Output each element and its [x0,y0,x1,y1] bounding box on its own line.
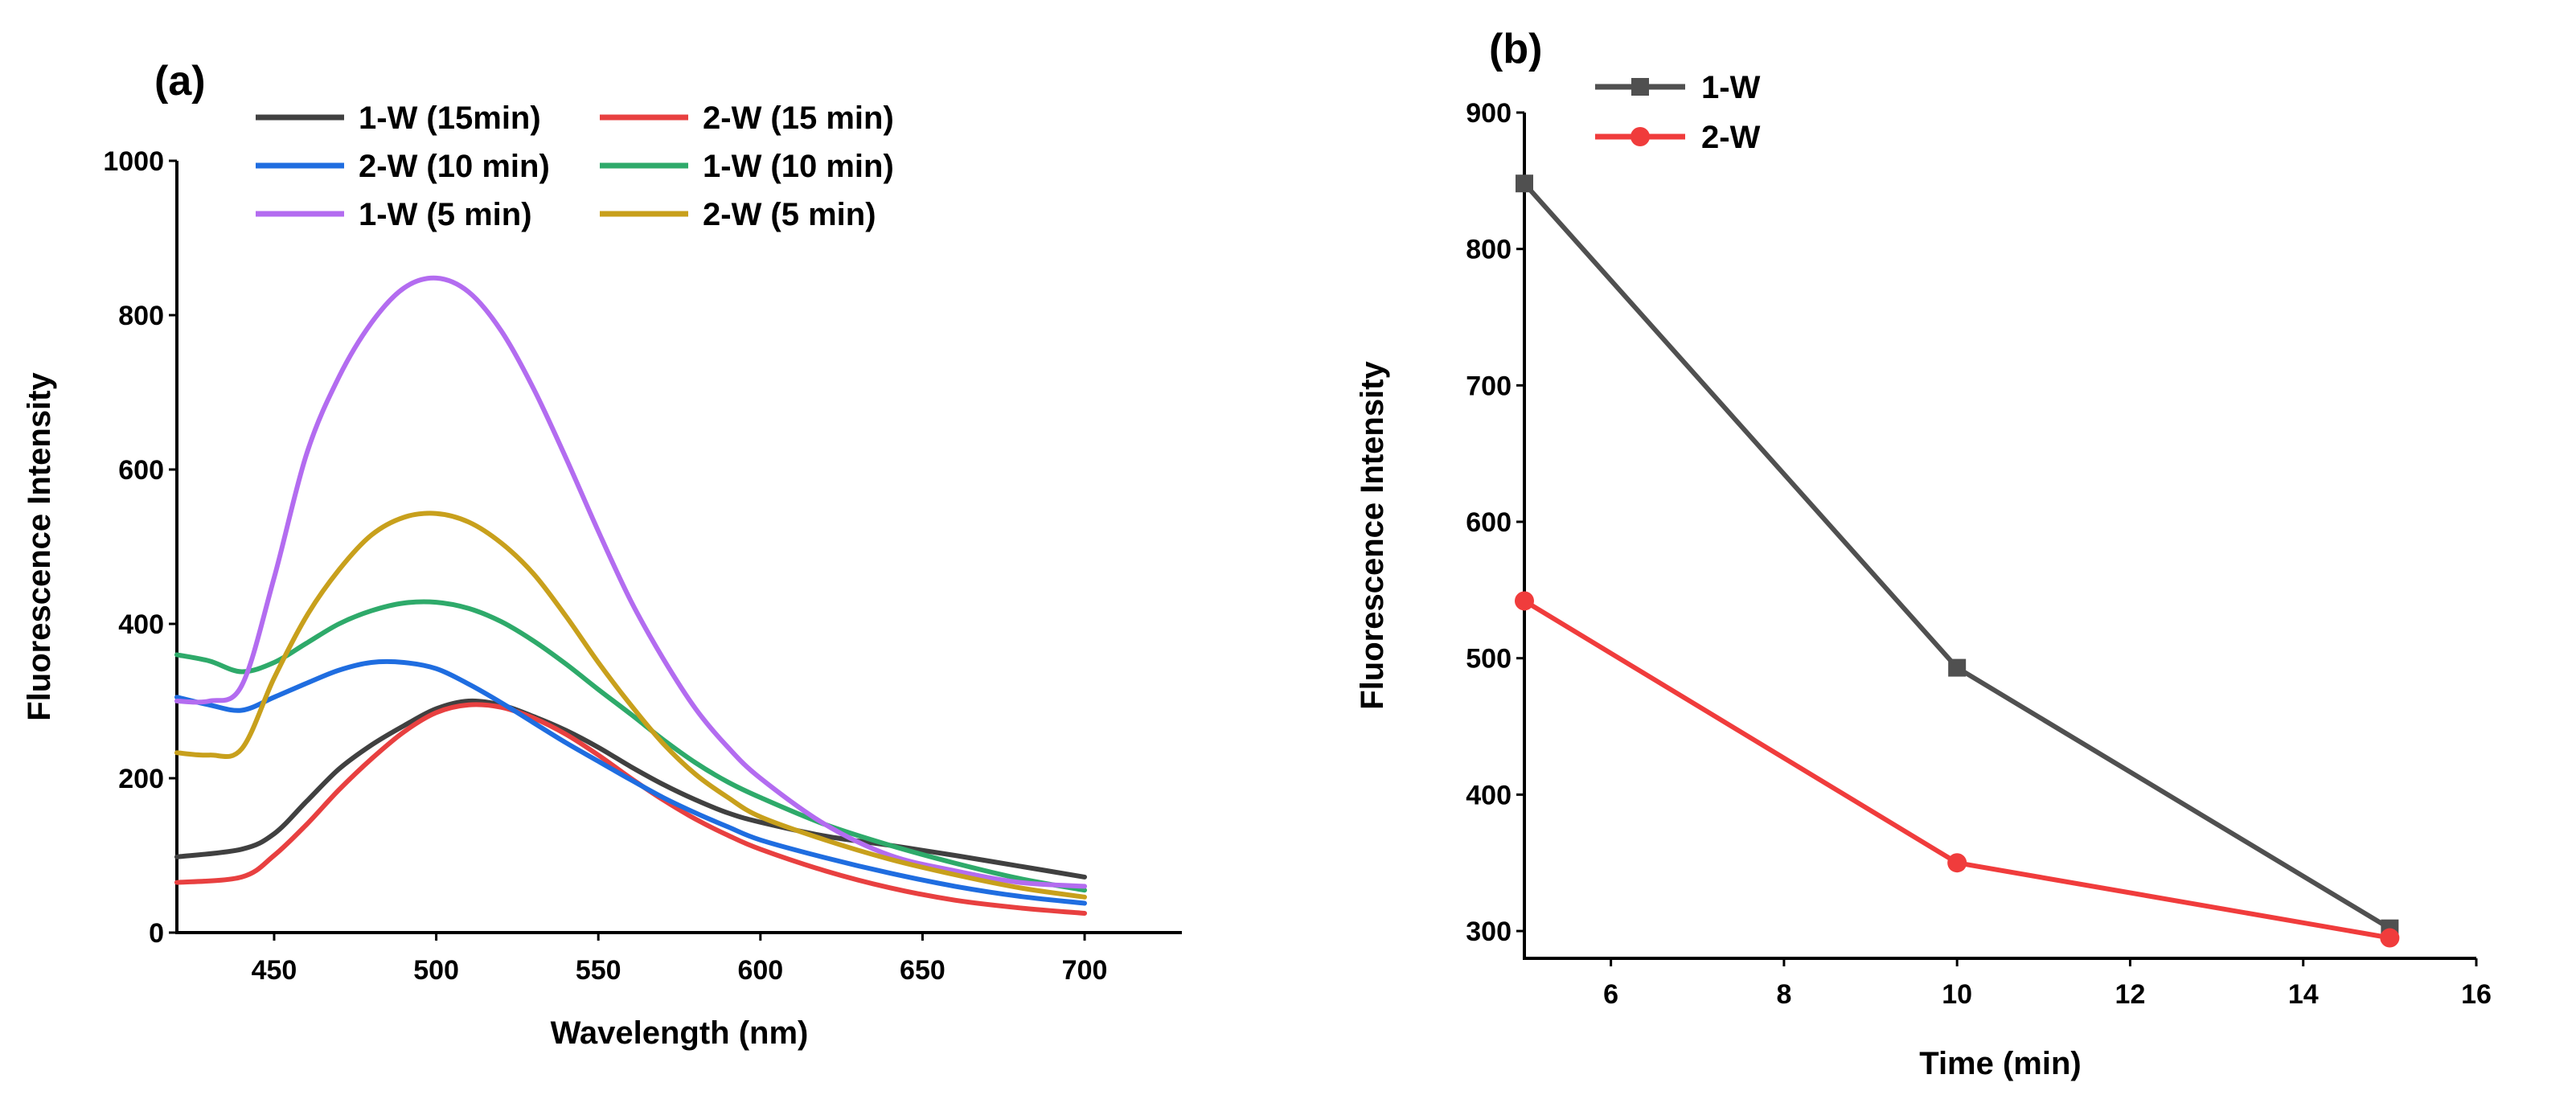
panel-a-y-tick-label: 800 [118,301,164,331]
panel-b-x-tick-label: 6 [1603,979,1618,1010]
panel-a-legend-label: 2-W (15 min) [703,100,894,136]
panel-a-label: (a) [154,58,206,105]
panel-a: (a) 0 200 400 600 800 1000 450 500 550 600 650 700… [22,58,1182,1051]
panel-b-x-tick-label: 10 [1942,979,1972,1010]
panel-b-x-label: Time (min) [1919,1046,2082,1081]
panel-a-x-tick-label: 600 [737,955,783,986]
panel-a-y-tick-label: 200 [118,764,164,794]
panel-a-y-label: Fluorescence Intensity [22,372,57,721]
panel-a-legend-label: 1-W (10 min) [703,149,894,184]
panel-b-y-tick-label: 600 [1466,507,1512,538]
panel-b-point-marker [1515,591,1534,611]
panel-a-legend-label: 1-W (5 min) [359,197,532,232]
panel-b-series-line-1 [1522,182,2391,931]
panel-b-series-line-2 [1523,598,2390,941]
panel-a-x-tick-label: 550 [576,955,621,986]
panel-b-x-tick-label: 8 [1776,979,1791,1010]
panel-a-y-tick-label: 1000 [103,146,164,177]
panel-b-x-tick-label: 16 [2461,979,2492,1010]
panel-b-legend-label: 1-W [1701,70,1761,105]
panel-a-x-ticks: 450 500 550 600 650 700 [252,933,1108,986]
panel-a-series-line-5 [174,275,1087,889]
panel-a-y-tick-label: 400 [118,609,164,640]
panel-a-legend-label: 1-W (15min) [359,100,541,136]
panel-a-legend: 1-W (15min) 2-W (15 min) 2-W (10 min) 1-W (… [256,100,894,232]
panel-a-x-tick-label: 500 [413,955,459,986]
panel-b-legend-label: 2-W [1701,120,1761,155]
panel-a-x-tick-label: 450 [252,955,297,986]
panel-b-y-tick-label: 900 [1466,98,1512,129]
panel-b-y-tick-label: 400 [1466,780,1512,810]
panel-b: (b) 300 400 500 600 700 800 900 6 8 10 12 14 16 Tim… [1355,26,2492,1081]
panel-b-label: (b) [1489,26,1542,72]
panel-b-point-marker [2380,928,2400,948]
panel-b-series [1515,174,2400,948]
panel-a-x-label: Wavelength (nm) [551,1015,809,1051]
panel-b-legend: 1-W2-W [1595,70,1761,155]
panel-b-y-tick-label: 700 [1466,371,1512,401]
panel-a-series [174,275,1087,916]
panel-a-y-tick-label: 0 [149,918,164,949]
panel-a-y-ticks: 0 200 400 600 800 1000 [103,146,177,949]
panel-b-point-marker [1947,853,1967,873]
panel-a-series-line-2 [174,702,1087,916]
panel-a-x-tick-label: 650 [900,955,945,986]
panel-b-y-ticks: 300 400 500 600 700 800 900 [1466,98,1524,947]
panel-b-point-marker [1516,174,1533,193]
panel-b-y-tick-label: 300 [1466,917,1512,947]
panel-a-series-line-6 [174,511,1087,900]
panel-b-legend-marker [1631,127,1650,146]
panel-b-x-tick-label: 12 [2115,979,2146,1010]
panel-b-x-tick-label: 14 [2288,979,2319,1010]
panel-b-legend-marker [1631,78,1649,96]
panel-b-y-label: Fluorescence Intensity [1355,361,1390,710]
panel-a-series-line-3 [174,658,1087,906]
panel-b-y-tick-label: 500 [1466,644,1512,675]
panel-a-legend-label: 2-W (5 min) [703,197,876,232]
panel-b-x-ticks: 6 8 10 12 14 16 [1603,958,2492,1010]
panel-b-point-marker [1948,658,1967,677]
panel-a-legend-label: 2-W (10 min) [359,149,550,184]
panel-a-series-line-1 [174,698,1087,880]
panel-a-y-tick-label: 600 [118,455,164,486]
panel-a-series-line-4 [174,599,1087,893]
panel-a-x-tick-label: 700 [1062,955,1108,986]
panel-b-y-tick-label: 800 [1466,235,1512,265]
